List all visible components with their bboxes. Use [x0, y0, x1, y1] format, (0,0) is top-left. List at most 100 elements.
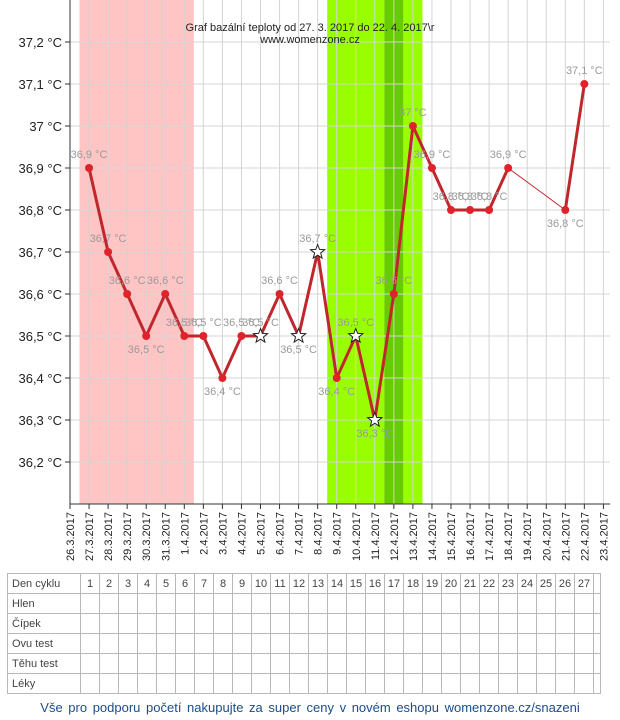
- series-segment: [354, 334, 377, 422]
- table-cell: [194, 653, 214, 674]
- table-cell: [460, 653, 480, 674]
- x-tick-label: 31.3.2017: [160, 512, 172, 561]
- table-cell: [308, 653, 328, 674]
- table-cell: [80, 633, 100, 654]
- table-row: Den cyklu 1 2 3 4 5 6 7 8 9 10 11 12 13 14 15 16 17 18 19 20…: [7, 573, 601, 594]
- series-segment: [278, 292, 301, 338]
- table-cell: [327, 673, 347, 694]
- table-cell: [384, 633, 404, 654]
- data-point: [561, 206, 570, 214]
- table-cell: [137, 633, 157, 654]
- cycle-day-number: 20: [441, 573, 461, 594]
- table-cell: [555, 593, 575, 614]
- table-cell: [403, 613, 423, 634]
- data-label: 36,4 °C: [318, 386, 355, 398]
- data-label: 36,6 °C: [147, 275, 184, 287]
- x-tick-label: 18.4.2017: [503, 512, 515, 561]
- table-cell: [517, 653, 537, 674]
- data-point: [104, 248, 113, 256]
- y-tick-label: 36,5 °C: [18, 329, 62, 344]
- table-cell: [213, 673, 233, 694]
- table-cell: [194, 593, 214, 614]
- data-labels: 36,9 °C 36,7 °C 36,6 °C 36,5 °C 36,6 °C 36,5 …: [71, 65, 603, 440]
- table-cell: [137, 673, 157, 694]
- table-cell: [384, 613, 404, 634]
- table-cell: [156, 613, 176, 634]
- data-point-star: [366, 411, 384, 428]
- table-cell: [422, 633, 442, 654]
- data-label: 36,6 °C: [261, 275, 298, 287]
- table-cell: [498, 653, 518, 674]
- table-cell: [384, 593, 404, 614]
- table-cell: [251, 613, 271, 634]
- table-cell: [99, 613, 119, 634]
- series-segment: [144, 292, 167, 338]
- series-segment: [563, 82, 586, 212]
- data-label: 36,7 °C: [299, 233, 336, 245]
- table-cell: [460, 613, 480, 634]
- table-cell: [403, 633, 423, 654]
- table-cell: [118, 653, 138, 674]
- x-tick-label: 10.4.2017: [351, 512, 363, 561]
- table-cell: [232, 613, 252, 634]
- y-tick-labels: 36,2 °C 36,3 °C 36,4 °C 36,5 °C 36,6 °C 36,7 …: [18, 35, 70, 470]
- data-label: 37,1 °C: [566, 65, 603, 77]
- table-cell: [308, 673, 328, 694]
- cycle-day-number: 19: [422, 573, 442, 594]
- table-cell: [289, 613, 309, 634]
- table-cell: [555, 613, 575, 634]
- table-cell: [365, 673, 385, 694]
- x-tick-label: 16.4.2017: [465, 512, 477, 561]
- table-cell: [194, 673, 214, 694]
- data-label: 36,5 °C: [166, 317, 203, 329]
- y-tick-label: 37 °C: [29, 119, 62, 134]
- table-cell: [441, 613, 461, 634]
- table-row: Ovu test: [7, 633, 601, 654]
- table-cell: [289, 653, 309, 674]
- y-tick-label: 36,6 °C: [18, 287, 62, 302]
- table-cell: [232, 593, 252, 614]
- cycle-day-number: 8: [213, 573, 233, 594]
- x-tick-label: 8.4.2017: [313, 512, 325, 555]
- data-point: [408, 122, 417, 130]
- table-cell: [99, 593, 119, 614]
- table-cell: [308, 593, 328, 614]
- table-cell: [156, 633, 176, 654]
- table-cell: [232, 673, 252, 694]
- data-point: [447, 206, 455, 214]
- table-row: Léky: [7, 673, 601, 694]
- cycle-day-number: 6: [175, 573, 195, 594]
- data-label: 36,5 °C: [185, 317, 222, 329]
- cycle-day-number: 26: [555, 573, 575, 594]
- footer-link[interactable]: Vše pro podporu početí nakupujte za supe…: [40, 700, 580, 715]
- x-tick-label: 21.4.2017: [560, 512, 572, 561]
- data-point-star: [290, 327, 308, 344]
- table-cell: [251, 653, 271, 674]
- table-cell: [80, 673, 100, 694]
- table-cell: [517, 593, 537, 614]
- chart-subtitle: www.womenzone.cz: [259, 34, 360, 46]
- y-tick-label: 36,9 °C: [18, 161, 62, 176]
- table-cell: [213, 653, 233, 674]
- cycle-day-number: 16: [365, 573, 385, 594]
- table-cell: [99, 633, 119, 654]
- table-cell: [327, 653, 347, 674]
- x-tick-label: 27.3.2017: [84, 512, 96, 561]
- series-segment: [220, 334, 243, 380]
- y-tick-label: 36,2 °C: [18, 455, 62, 470]
- series-segment: [411, 124, 434, 170]
- x-tick-label: 9.4.2017: [332, 512, 344, 555]
- table-cell: [194, 633, 214, 654]
- table-cell: [175, 673, 195, 694]
- table-cell: [365, 653, 385, 674]
- table-cell: [270, 613, 290, 634]
- table-cell: [346, 613, 366, 634]
- y-tick-label: 36,7 °C: [18, 245, 62, 260]
- table-cell: [498, 593, 518, 614]
- table-cell: [137, 653, 157, 674]
- cycle-day-number: 13: [308, 573, 328, 594]
- data-label: 36,3 °C: [356, 428, 393, 440]
- table-cell: [289, 593, 309, 614]
- x-tick-label: 14.4.2017: [427, 512, 439, 561]
- table-cell: [441, 593, 461, 614]
